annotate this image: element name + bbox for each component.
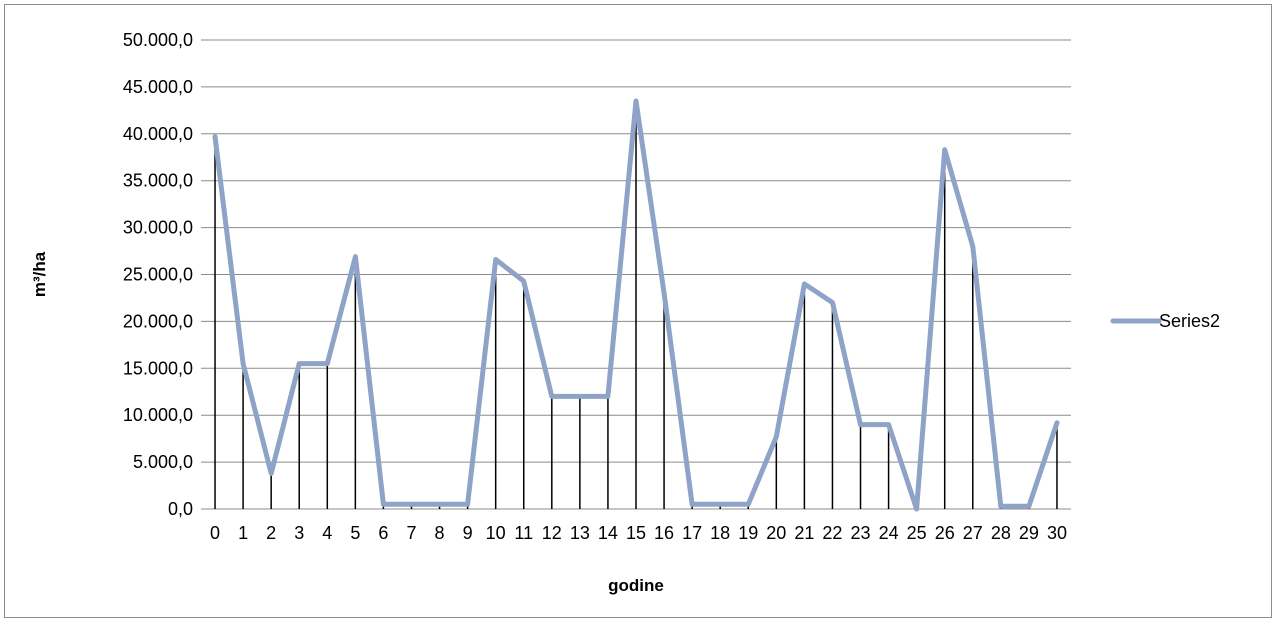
x-tick-label: 29 [1019, 523, 1039, 543]
x-tick-label: 25 [907, 523, 927, 543]
x-tick-label: 7 [406, 523, 416, 543]
x-tick-label: 21 [794, 523, 814, 543]
x-tick-label: 14 [598, 523, 618, 543]
y-tick-label: 15.000,0 [123, 358, 193, 378]
y-tick-label: 25.000,0 [123, 265, 193, 285]
legend: Series2 [1110, 311, 1220, 331]
x-tick-label: 15 [626, 523, 646, 543]
chart-frame: 0,0 5.000,0 10.000,0 15.000,0 20.000,0 25.000… [4, 4, 1272, 618]
x-tick-label: 1 [238, 523, 248, 543]
x-tick-label: 2 [266, 523, 276, 543]
y-tick-label: 20.000,0 [123, 311, 193, 331]
x-tick-label: 20 [766, 523, 786, 543]
x-axis-title: godine [608, 576, 664, 595]
x-tick-label: 30 [1047, 523, 1067, 543]
x-tick-label: 0 [210, 523, 220, 543]
y-tick-label: 40.000,0 [123, 124, 193, 144]
y-tick-label: 10.000,0 [123, 405, 193, 425]
x-tick-label: 23 [851, 523, 871, 543]
x-tick-label: 17 [682, 523, 702, 543]
y-tick-label: 35.000,0 [123, 171, 193, 191]
x-tick-label: 4 [322, 523, 332, 543]
y-tick-label: 5.000,0 [133, 452, 193, 472]
x-tick-label: 5 [350, 523, 360, 543]
drop-lines [214, 100, 1058, 509]
x-tick-label: 16 [654, 523, 674, 543]
x-tick-label: 11 [514, 523, 533, 543]
line-chart: 0,0 5.000,0 10.000,0 15.000,0 20.000,0 25.000… [30, 30, 1220, 595]
x-tick-label: 12 [542, 523, 562, 543]
x-tick-label: 3 [294, 523, 304, 543]
x-tick-label: 13 [570, 523, 590, 543]
x-tick-label: 6 [378, 523, 388, 543]
x-tick-label: 22 [822, 523, 842, 543]
series-line-layer [212, 98, 1060, 512]
y-tick-label: 50.000,0 [123, 30, 193, 50]
x-tick-label: 27 [963, 523, 983, 543]
x-tick-label: 19 [738, 523, 758, 543]
y-tick-label: 30.000,0 [123, 218, 193, 238]
y-tick-label: 0,0 [168, 499, 193, 519]
y-axis-title: m³/ha [30, 251, 49, 297]
legend-label-series2: Series2 [1159, 311, 1220, 331]
x-tick-label: 8 [435, 523, 445, 543]
x-tick-label: 9 [463, 523, 473, 543]
y-tick-labels: 0,0 5.000,0 10.000,0 15.000,0 20.000,0 25.000… [123, 30, 193, 519]
x-tick-label: 24 [879, 523, 899, 543]
x-tick-label: 10 [486, 523, 506, 543]
y-tick-label: 45.000,0 [123, 77, 193, 97]
x-tick-label: 26 [935, 523, 955, 543]
x-tick-label: 18 [710, 523, 730, 543]
x-tick-label: 28 [991, 523, 1011, 543]
series-line-series2 [212, 98, 1060, 512]
x-tick-labels: 0 1 2 3 4 5 6 7 8 9 10 11 12 13 14 15 16 17 18 19 20 21 22 23 24… [210, 523, 1067, 543]
